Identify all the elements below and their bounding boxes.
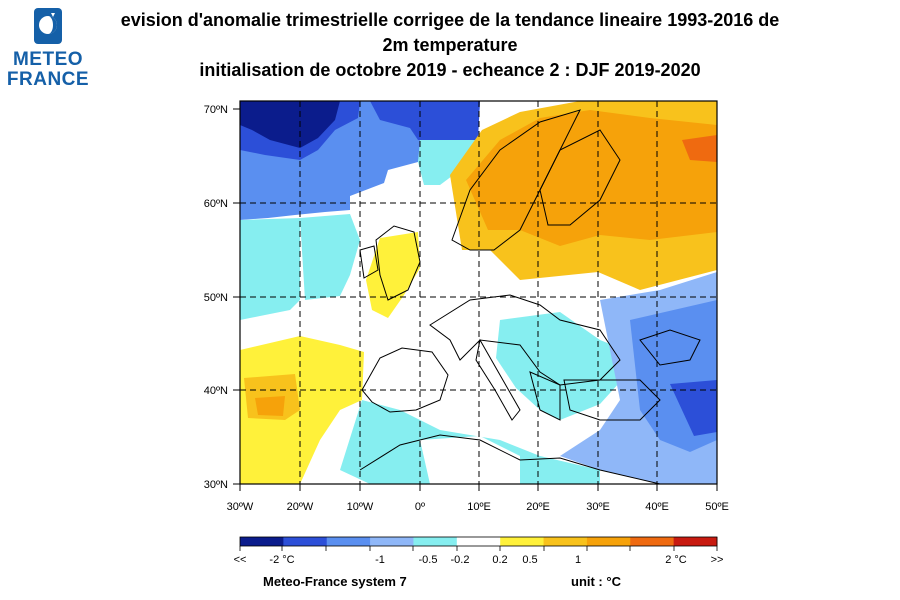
lon-label: 30ºW [227,501,254,513]
logo-text-france: FRANCE [6,69,90,90]
legend-label: -0.2 [451,554,470,566]
lon-ticks [239,484,718,491]
colorbar-swatch [500,537,545,546]
colorbar-swatch [370,537,414,546]
coastlines [359,109,701,485]
meteo-france-logo: METEO FRANCE [6,8,90,94]
legend-label: 0.5 [522,554,537,566]
colorbar-swatch [673,537,718,546]
title-line-1: evision d'anomalie trimestrielle corrige… [120,10,780,30]
lat-label: 30ºN [204,479,228,491]
meteo-france-emblem-icon [34,8,62,44]
legend-label: 2 °C [665,554,687,566]
lon-label: 0º [415,501,425,513]
colorbar-swatch [543,537,588,546]
colorbar-frame [239,536,718,547]
legend-label: << [234,554,247,566]
legend-label: -2 °C [269,554,294,566]
colorbar-swatch [240,537,284,546]
lat-label: 60ºN [204,198,228,210]
legend-label: >> [711,554,724,566]
legend-label: 0.2 [492,554,507,566]
system-label: Meteo-France system 7 [263,574,407,589]
legend-label: 1 [575,554,581,566]
lat-label: 70ºN [204,104,228,116]
colorbar-swatch [326,537,371,546]
lon-label: 30ºE [586,501,610,513]
legend-label: -0.5 [419,554,438,566]
lon-label: 20ºW [287,501,314,513]
colorbar-swatch [630,537,675,546]
colorbar-swatch [413,537,458,546]
colorbar-swatch [586,537,631,546]
legend-label: -1 [375,554,385,566]
lat-label: 40ºN [204,385,228,397]
lon-label: 50ºE [705,501,729,513]
unit-label: unit : °C [571,574,621,589]
lon-label: 10ºW [347,501,374,513]
lon-label: 10ºE [467,501,491,513]
lon-label: 20ºE [526,501,550,513]
grid-lines [240,101,717,484]
colorbar: << -2 °C -1 -0.5 -0.2 0.2 0.5 1 2 °C >> [234,536,724,566]
lat-label: 50ºN [204,292,228,304]
colorbar-swatch [283,537,328,546]
logo-text-meteo: METEO [12,49,84,70]
lat-ticks [233,108,240,485]
colorbar-swatches [240,537,718,546]
lon-label: 40ºE [645,501,669,513]
colorbar-swatch [456,537,501,546]
title-line-2: 2m temperature [382,35,518,55]
title-line-3: initialisation de octobre 2019 - echeanc… [199,60,701,80]
